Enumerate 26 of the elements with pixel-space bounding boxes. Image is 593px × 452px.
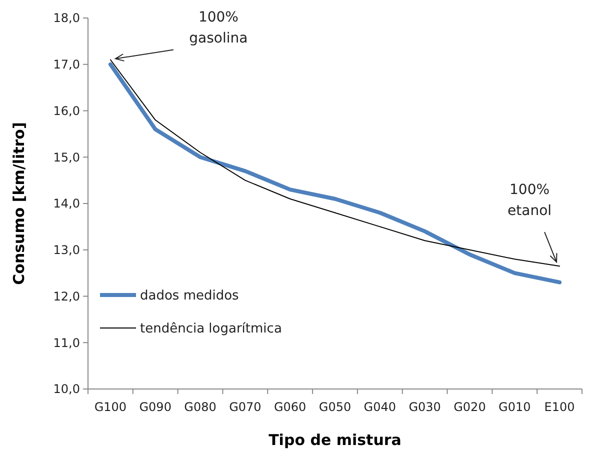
x-tick-label: G060 [274, 400, 306, 414]
x-tick-label: E100 [544, 400, 575, 414]
x-tick-label: G010 [498, 400, 531, 414]
annotation: 100% etanol [508, 182, 552, 220]
y-tick-label: 14,0 [53, 196, 80, 211]
y-tick-label: 16,0 [53, 104, 80, 118]
y-axis-title: Consumo [km/litro] [10, 122, 28, 285]
x-tick-label: G050 [318, 400, 352, 414]
y-tick-label: 13,0 [53, 243, 80, 258]
y-tick-label: 18,0 [53, 11, 80, 26]
legend-label: tendência logarítmica [140, 322, 282, 337]
legend-label: dados medidos [140, 288, 240, 304]
y-tick-label: 10,0 [53, 382, 80, 396]
x-tick-label: G040 [364, 400, 396, 414]
y-tick-label: 12,0 [53, 289, 80, 304]
y-tick-label: 11,0 [53, 336, 80, 350]
x-tick-label: G070 [229, 400, 262, 414]
x-tick-label: G020 [454, 400, 486, 414]
annotation: 100% gasolina [189, 10, 248, 47]
x-axis-title: Tipo de mistura [268, 431, 402, 449]
x-tick-label: G030 [408, 400, 441, 414]
x-tick-label: G080 [184, 400, 216, 414]
y-tick-label: 17,0 [53, 58, 80, 72]
x-tick-label: G100 [94, 400, 127, 414]
y-tick-label: 15,0 [53, 150, 80, 164]
x-tick-label: G090 [139, 400, 172, 414]
